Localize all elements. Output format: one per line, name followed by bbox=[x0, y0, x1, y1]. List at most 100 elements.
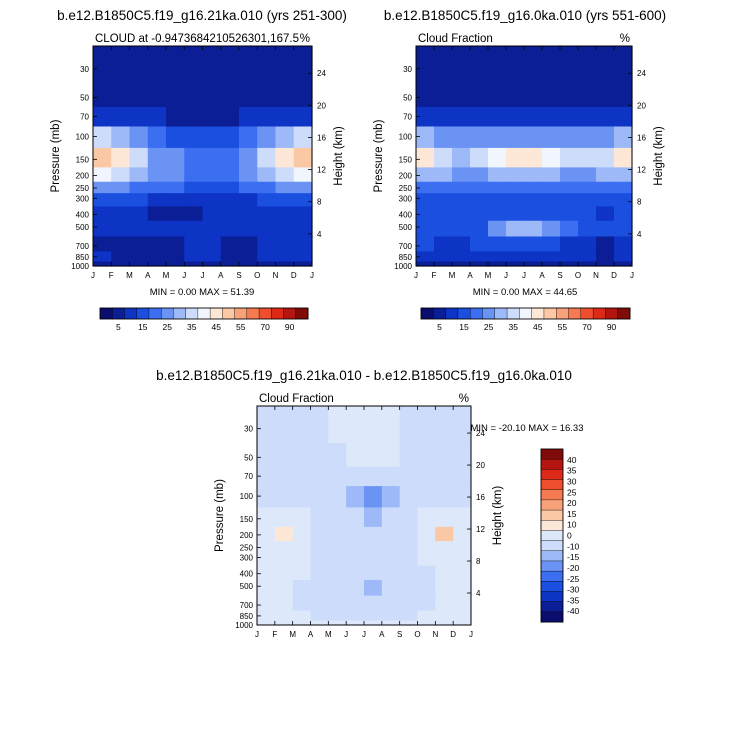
heatmap-cell bbox=[239, 193, 258, 207]
heatmap-cell bbox=[560, 236, 579, 252]
heatmap-cell bbox=[257, 261, 277, 267]
heatmap-cell bbox=[614, 181, 633, 194]
heatmap-cell bbox=[434, 193, 453, 207]
colorbar-label: 30 bbox=[567, 476, 577, 486]
heatmap-cell bbox=[257, 46, 277, 84]
heatmap-cell bbox=[560, 106, 579, 128]
y-tick-label: 100 bbox=[240, 492, 254, 501]
heatmap-cell bbox=[542, 261, 561, 267]
heatmap-cell bbox=[452, 181, 471, 194]
heatmap-cell bbox=[399, 526, 419, 542]
x-tick-label: J bbox=[469, 630, 473, 639]
heatmap-cell bbox=[184, 206, 204, 222]
heatmap-cell bbox=[202, 106, 222, 128]
heatmap-cell bbox=[257, 443, 276, 468]
heatmap-cell bbox=[184, 126, 204, 149]
heatmap-cell bbox=[560, 206, 579, 222]
heatmap-cell bbox=[524, 147, 543, 168]
heatmap-cell bbox=[275, 126, 295, 149]
y-tick-label: 400 bbox=[76, 210, 90, 219]
heatmap-cell bbox=[257, 565, 276, 581]
heatmap-cell bbox=[220, 236, 240, 252]
heatmap-cell bbox=[596, 236, 615, 252]
heatmap-cell bbox=[202, 83, 222, 108]
colorbar-swatch bbox=[540, 458, 564, 470]
x-tick-label: M bbox=[485, 271, 492, 280]
x-tick-label: F bbox=[432, 271, 437, 280]
heatmap-cell bbox=[435, 541, 454, 554]
heatmap-cell bbox=[596, 46, 615, 84]
colorbar-swatch bbox=[209, 307, 223, 320]
colorbar-label: -25 bbox=[567, 574, 580, 584]
min-max-text: MIN = 0.00 MAX = 44.65 bbox=[473, 287, 578, 298]
heatmap-cell bbox=[417, 526, 436, 542]
heatmap-cell bbox=[328, 620, 347, 626]
heatmap-cell bbox=[257, 83, 277, 108]
heatmap-cell bbox=[184, 193, 204, 207]
colorbar-label: -15 bbox=[567, 552, 580, 562]
heatmap-cell bbox=[416, 206, 435, 222]
heatmap-cell bbox=[452, 193, 471, 207]
heatmap-cell bbox=[292, 486, 312, 509]
x-tick-label: A bbox=[379, 630, 385, 639]
heatmap-cell bbox=[202, 236, 222, 252]
heatmap-cell bbox=[434, 236, 453, 252]
heatmap-cell bbox=[274, 486, 294, 509]
heatmap-cell bbox=[257, 147, 277, 168]
heatmap-cell bbox=[434, 147, 453, 168]
heatmap-cells bbox=[93, 46, 313, 267]
x-tick-label: O bbox=[575, 271, 581, 280]
heatmap-cell bbox=[239, 220, 258, 238]
heatmap-cell bbox=[452, 46, 471, 84]
y2-tick-label: 16 bbox=[476, 493, 485, 502]
heatmap-cell bbox=[274, 610, 294, 622]
heatmap-cell bbox=[275, 193, 295, 207]
y-tick-label: 200 bbox=[240, 531, 254, 540]
heatmap-cell bbox=[364, 443, 383, 468]
colorbar-label: 45 bbox=[533, 322, 543, 332]
heatmap-cell bbox=[417, 595, 436, 612]
heatmap-cell bbox=[542, 206, 561, 222]
heatmap-cell bbox=[434, 126, 453, 149]
heatmap-cell bbox=[417, 406, 436, 444]
heatmap-cell bbox=[416, 181, 435, 194]
heatmap-cell bbox=[416, 46, 435, 84]
heatmap-cell bbox=[578, 181, 597, 194]
heatmap-cell bbox=[596, 167, 615, 183]
heatmap-cell bbox=[435, 620, 454, 626]
x-tick-label: S bbox=[557, 271, 562, 280]
heatmap-cell bbox=[292, 565, 312, 581]
heatmap-cell bbox=[202, 147, 222, 168]
heatmap-cell bbox=[470, 193, 489, 207]
heatmap-cell bbox=[129, 181, 149, 194]
heatmap-cell bbox=[452, 126, 471, 149]
heatmap-cell bbox=[147, 126, 167, 149]
y-tick-label: 50 bbox=[403, 94, 412, 103]
heatmap-cell bbox=[399, 443, 419, 468]
heatmap-cell bbox=[257, 106, 277, 128]
heatmap-cell bbox=[292, 620, 312, 626]
heatmap-cell bbox=[184, 181, 204, 194]
colorbar-swatch bbox=[540, 530, 564, 542]
heatmap-cell bbox=[435, 486, 454, 509]
heatmap-cell bbox=[596, 261, 615, 267]
heatmap-cell bbox=[381, 486, 401, 509]
colorbar-swatch bbox=[234, 307, 248, 320]
heatmap-cells bbox=[257, 406, 472, 626]
heatmap-cell bbox=[220, 220, 240, 238]
heatmap-cell bbox=[147, 83, 167, 108]
x-tick-label: A bbox=[539, 271, 545, 280]
y-tick-label: 400 bbox=[240, 570, 254, 579]
heatmap-cell bbox=[129, 126, 149, 149]
heatmap-cell bbox=[328, 406, 347, 444]
heatmap-cell bbox=[310, 443, 329, 468]
heatmap-cell bbox=[93, 167, 112, 183]
heatmap-cell bbox=[111, 167, 131, 183]
heatmap-cell bbox=[346, 579, 365, 597]
heatmap-cell bbox=[434, 181, 453, 194]
heatmap-cell bbox=[346, 620, 365, 626]
colorbar-label: 45 bbox=[212, 322, 222, 332]
heatmap-cell bbox=[596, 147, 615, 168]
heatmap-cell bbox=[93, 181, 112, 194]
